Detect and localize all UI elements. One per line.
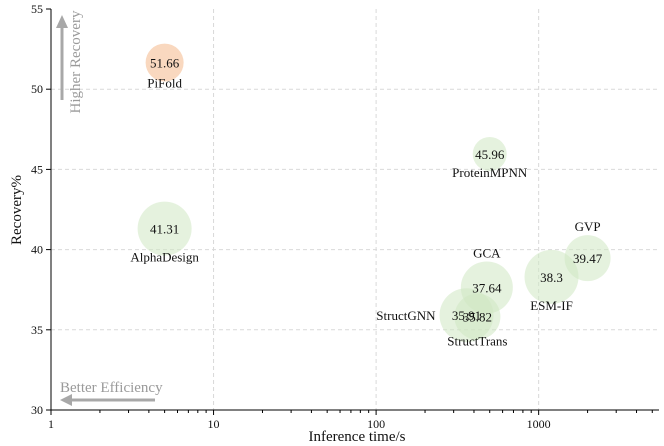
point-name-gca: GCA bbox=[473, 245, 501, 260]
higher-recovery-arrow-head bbox=[56, 15, 68, 28]
label-layer: 51.66 PiFold 45.96 ProteinMPNN 41.31 AlphaDes… bbox=[130, 56, 602, 349]
bubble-layer bbox=[137, 43, 611, 343]
point-name-structtrans: StructTrans bbox=[447, 334, 507, 349]
bubble-proteinmpnn bbox=[472, 137, 507, 172]
y-axis-title: Recovery% bbox=[9, 175, 25, 245]
bubble-esm-if bbox=[524, 249, 579, 304]
point-name-alphadesign: AlphaDesign bbox=[130, 250, 199, 265]
value-label: 45.96 bbox=[475, 147, 505, 162]
grid-layer bbox=[51, 9, 659, 410]
x-axis-title: Inference time/s bbox=[308, 429, 405, 445]
point-name-proteinmpnn: ProteinMPNN bbox=[452, 165, 528, 180]
higher-recovery-label: Higher Recovery bbox=[68, 10, 84, 113]
y-tick-label: 30 bbox=[31, 403, 43, 417]
value-label: 37.64 bbox=[472, 280, 502, 295]
y-tick-label: 50 bbox=[31, 82, 43, 96]
value-label: 39.47 bbox=[573, 251, 603, 266]
value-label: 41.31 bbox=[150, 222, 179, 237]
y-tick-label: 40 bbox=[31, 243, 43, 257]
annotation-layer: Higher Recovery Better Efficiency bbox=[56, 10, 163, 406]
x-tick-label: 100 bbox=[367, 417, 385, 431]
better-efficiency-arrow-head bbox=[60, 394, 72, 406]
value-label: 35.91 bbox=[452, 308, 481, 323]
x-tick-label: 10 bbox=[208, 417, 220, 431]
y-tick-label: 55 bbox=[31, 2, 43, 16]
value-label: 35.82 bbox=[463, 310, 492, 325]
y-tick-label: 35 bbox=[31, 323, 43, 337]
point-name-esm-if: ESM-IF bbox=[530, 298, 573, 313]
point-name-pifold: PiFold bbox=[147, 76, 182, 91]
point-name-structgnn: StructGNN bbox=[376, 308, 436, 323]
bubble-gvp bbox=[564, 235, 611, 282]
point-name-gvp: GVP bbox=[575, 219, 601, 234]
axis-layer: 1 10 100 1000 30 35 40 45 50 55 bbox=[31, 2, 659, 431]
bubble-structtrans bbox=[454, 293, 501, 340]
y-tick-label: 45 bbox=[31, 162, 43, 176]
x-tick-label: 1000 bbox=[527, 417, 551, 431]
x-tick-label: 1 bbox=[48, 417, 54, 431]
bubble-alphadesign bbox=[137, 201, 192, 256]
bubble-pifold bbox=[145, 43, 184, 82]
better-efficiency-label: Better Efficiency bbox=[60, 380, 163, 396]
value-label: 38.3 bbox=[540, 270, 563, 285]
value-label: 51.66 bbox=[150, 56, 180, 71]
